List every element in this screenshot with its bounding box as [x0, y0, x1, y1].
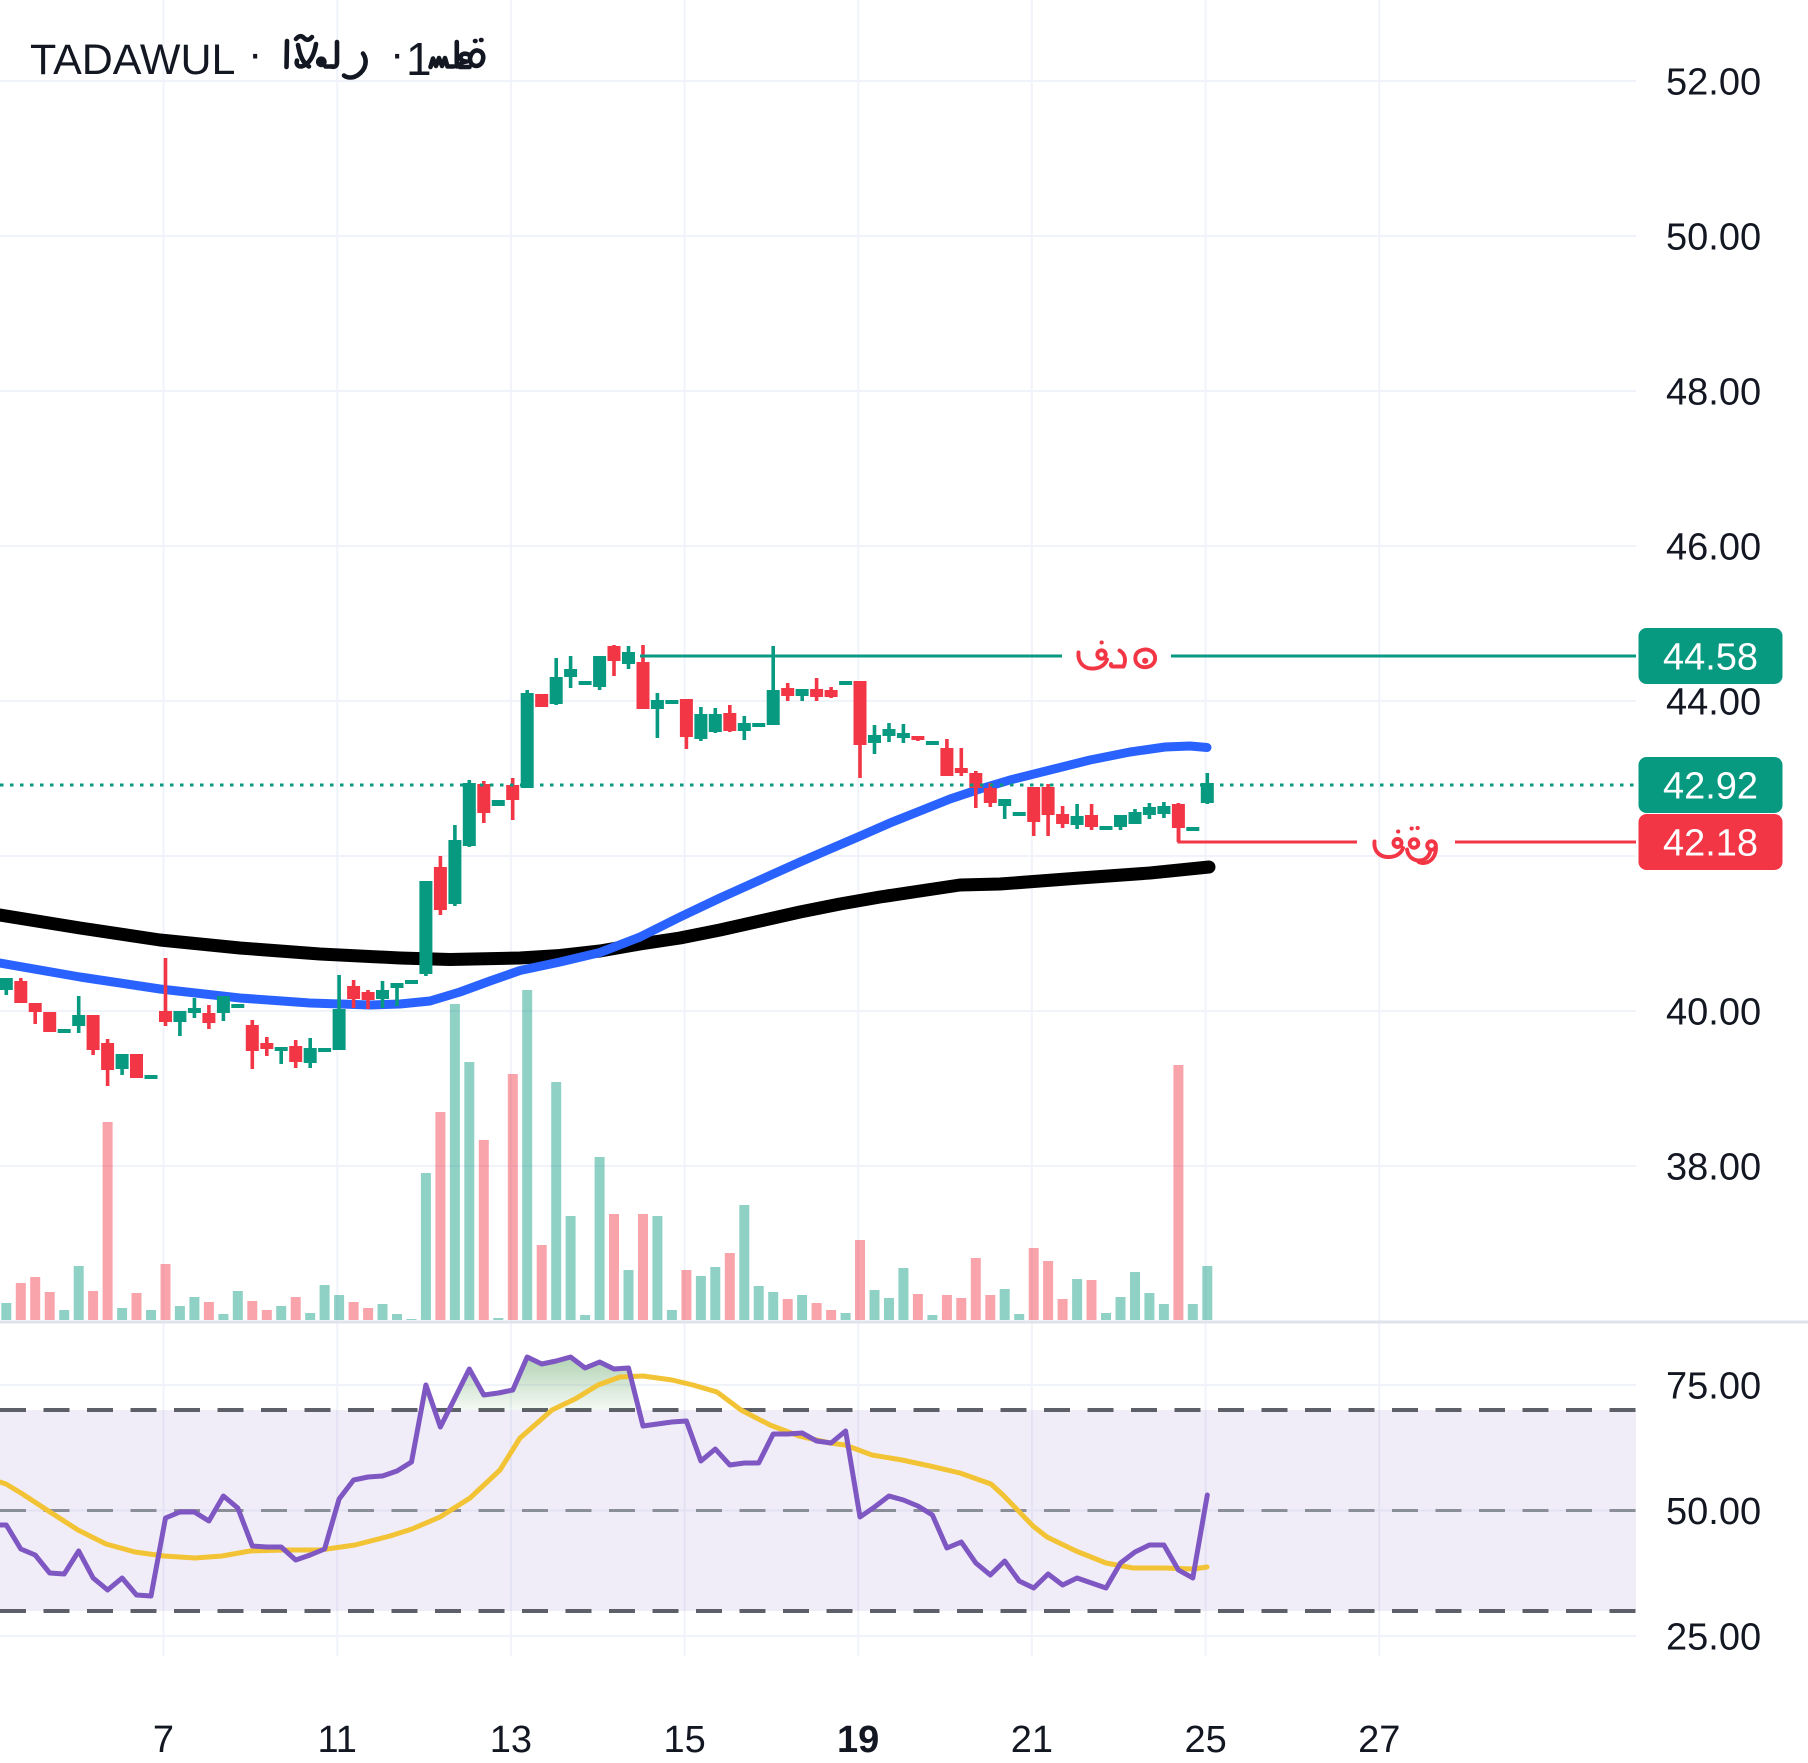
svg-text:48.00: 48.00 [1666, 372, 1761, 414]
svg-text:1: 1 [406, 33, 432, 85]
svg-text:15: 15 [663, 1719, 705, 1761]
svg-text:21: 21 [1011, 1719, 1053, 1761]
svg-text:·: · [248, 30, 262, 78]
svg-text:25.00: 25.00 [1666, 1617, 1761, 1659]
svg-text:75.00: 75.00 [1666, 1366, 1761, 1408]
svg-text:42.92: 42.92 [1663, 766, 1758, 808]
svg-text:42.18: 42.18 [1663, 823, 1758, 865]
svg-text:40.00: 40.00 [1666, 992, 1761, 1034]
svg-text:44.00: 44.00 [1666, 682, 1761, 724]
svg-text:38.00: 38.00 [1666, 1147, 1761, 1189]
svg-text:52.00: 52.00 [1666, 62, 1761, 104]
svg-text:50.00: 50.00 [1666, 1491, 1761, 1533]
svg-text:25: 25 [1184, 1719, 1226, 1761]
svg-text:11: 11 [317, 1719, 356, 1761]
svg-text:·: · [390, 30, 404, 78]
svg-text:46.00: 46.00 [1666, 527, 1761, 569]
svg-text:27: 27 [1358, 1719, 1400, 1761]
svg-text:44.58: 44.58 [1663, 637, 1758, 679]
svg-text:19: 19 [837, 1719, 879, 1761]
svg-text:7: 7 [153, 1719, 174, 1761]
svg-text:50.00: 50.00 [1666, 217, 1761, 259]
svg-text:13: 13 [490, 1719, 532, 1761]
svg-text:TADAWUL: TADAWUL [30, 36, 235, 84]
